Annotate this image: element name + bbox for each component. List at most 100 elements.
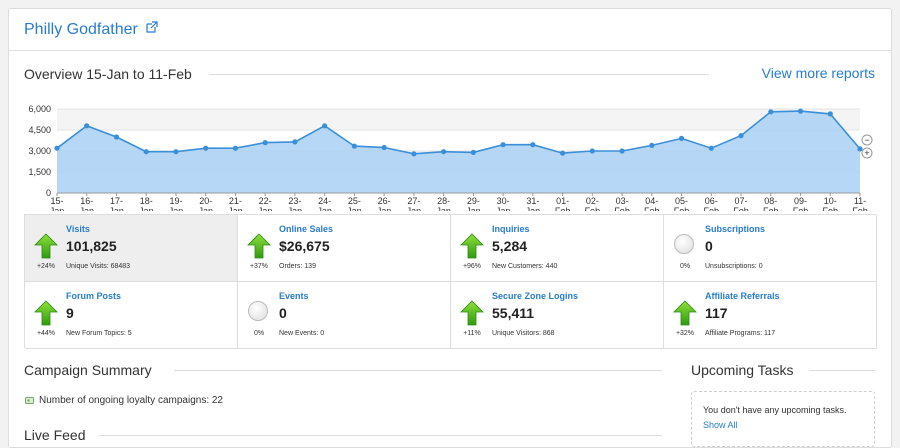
stat-value: 55,411: [492, 305, 535, 321]
stat-label[interactable]: Visits: [66, 224, 90, 234]
data-point: [54, 145, 60, 151]
data-point: [292, 139, 298, 145]
x-tick-label: Jan: [526, 206, 541, 211]
x-tick-label: 26-: [378, 196, 391, 206]
x-tick-label: Feb: [555, 206, 571, 211]
site-title-link[interactable]: Philly Godfather: [24, 21, 138, 38]
data-point: [441, 149, 447, 155]
x-tick-label: Feb: [793, 206, 809, 211]
data-point: [143, 149, 149, 155]
stat-subtext: New Customers: 440: [492, 263, 558, 270]
stat-label[interactable]: Events: [279, 291, 309, 301]
data-point: [857, 146, 863, 152]
stat-forum-posts[interactable]: Forum Posts 9 New Forum Topics: 5 +44%: [25, 282, 238, 349]
overview-chart: 6,0004,5003,0001,500015-Jan16-Jan17-Jan1…: [28, 104, 873, 211]
stat-affiliate-referrals[interactable]: Affiliate Referrals 117 Affiliate Programs…: [664, 282, 877, 349]
data-point: [589, 148, 595, 154]
x-tick-label: Jan: [79, 206, 94, 211]
stat-subtext: Unique Visitors: 868: [492, 330, 555, 337]
x-tick-label: 20-: [199, 196, 212, 206]
trend-flat-circle-icon: [674, 234, 694, 254]
data-point: [678, 135, 685, 141]
x-tick-label: Feb: [674, 206, 690, 211]
stat-value: 0: [279, 305, 287, 321]
zoom-out-button[interactable]: −: [864, 135, 869, 145]
upcoming-tasks-title: Upcoming Tasks: [691, 362, 794, 378]
x-tick-label: 30-: [497, 196, 510, 206]
stat-subtext: Unsubscriptions: 0: [705, 263, 763, 270]
stat-label[interactable]: Subscriptions: [705, 224, 766, 234]
stat-visits[interactable]: Visits 101,825 Unique Visits: 68483 +24%: [25, 215, 238, 282]
y-tick-label: 4,500: [28, 125, 51, 135]
overview-title: Overview 15-Jan to 11-Feb: [24, 66, 192, 82]
stat-percent-change: +37%: [249, 263, 269, 270]
data-point: [381, 144, 387, 151]
data-point: [559, 150, 566, 156]
x-tick-label: 10-: [824, 196, 837, 206]
stat-events[interactable]: Events 0 New Events: 0 0%: [238, 282, 451, 349]
chart-band: [57, 109, 860, 130]
stat-label[interactable]: Secure Zone Logins: [492, 291, 579, 301]
stat-label[interactable]: Inquiries: [492, 224, 530, 234]
x-tick-label: Jan: [496, 206, 511, 211]
x-tick-label: Feb: [733, 206, 749, 211]
live-feed-divider: [99, 435, 662, 436]
x-tick-label: 15-: [50, 196, 63, 206]
x-tick-label: 08-: [764, 196, 777, 206]
show-all-tasks-link[interactable]: Show All: [703, 420, 738, 430]
x-tick-label: 03-: [616, 196, 629, 206]
data-point: [530, 142, 536, 148]
x-tick-label: Jan: [377, 206, 392, 211]
stat-label[interactable]: Online Sales: [279, 224, 334, 234]
stat-percent-change: +96%: [462, 263, 482, 270]
x-tick-label: 22-: [259, 196, 272, 206]
x-tick-label: 04-: [645, 196, 658, 206]
tasks-divider: [809, 370, 875, 371]
x-tick-label: 21-: [229, 196, 242, 206]
stat-inquiries[interactable]: Inquiries 5,284 New Customers: 440 +96%: [451, 215, 664, 282]
trend-flat-circle-icon: [248, 301, 268, 321]
data-point: [411, 151, 417, 157]
x-tick-label: Jan: [50, 206, 65, 211]
external-link-icon[interactable]: [146, 21, 158, 33]
campaign-summary-title: Campaign Summary: [24, 362, 152, 378]
data-point: [84, 123, 90, 129]
trend-up-arrow-icon: [34, 233, 58, 259]
stat-subtext: New Events: 0: [279, 330, 325, 337]
stat-value: 117: [705, 305, 728, 321]
view-more-reports-link[interactable]: View more reports: [761, 65, 875, 81]
y-tick-label: 0: [46, 188, 51, 198]
no-tasks-message: You don't have any upcoming tasks.: [703, 405, 847, 415]
x-tick-label: Jan: [258, 206, 273, 211]
stat-secure-zone-logins[interactable]: Secure Zone Logins 55,411 Unique Visitors:…: [451, 282, 664, 349]
stat-value: $26,675: [279, 238, 330, 254]
data-point: [173, 149, 179, 155]
stat-label[interactable]: Forum Posts: [66, 291, 122, 301]
loyalty-campaign-icon: [25, 397, 34, 404]
stat-online-sales[interactable]: Online Sales $26,675 Orders: 139 +37%: [238, 215, 451, 282]
trend-up-arrow-icon: [673, 300, 697, 326]
site-header: Philly Godfather: [9, 9, 891, 51]
stat-label[interactable]: Affiliate Referrals: [705, 291, 780, 301]
x-tick-label: 23-: [288, 196, 301, 206]
data-point: [113, 134, 120, 140]
stat-subscriptions[interactable]: Subscriptions 0 Unsubscriptions: 0 0%: [664, 215, 877, 282]
stat-subtext: New Forum Topics: 5: [66, 330, 132, 337]
x-tick-label: Feb: [852, 206, 868, 211]
x-tick-label: 29-: [467, 196, 480, 206]
x-tick-label: 01-: [556, 196, 569, 206]
data-point: [708, 145, 714, 151]
campaign-divider: [174, 370, 662, 371]
x-tick-label: Jan: [347, 206, 362, 211]
stat-percent-change: 0%: [253, 330, 265, 337]
x-tick-label: Jan: [436, 206, 451, 211]
x-tick-label: Feb: [644, 206, 660, 211]
x-tick-label: 09-: [794, 196, 807, 206]
stat-percent-change: 0%: [679, 263, 691, 270]
data-point: [500, 142, 506, 148]
x-tick-label: 28-: [437, 196, 450, 206]
zoom-in-button[interactable]: +: [864, 148, 869, 158]
x-tick-label: 11-: [854, 196, 866, 206]
x-tick-label: 07-: [735, 196, 748, 206]
data-point: [619, 148, 625, 154]
